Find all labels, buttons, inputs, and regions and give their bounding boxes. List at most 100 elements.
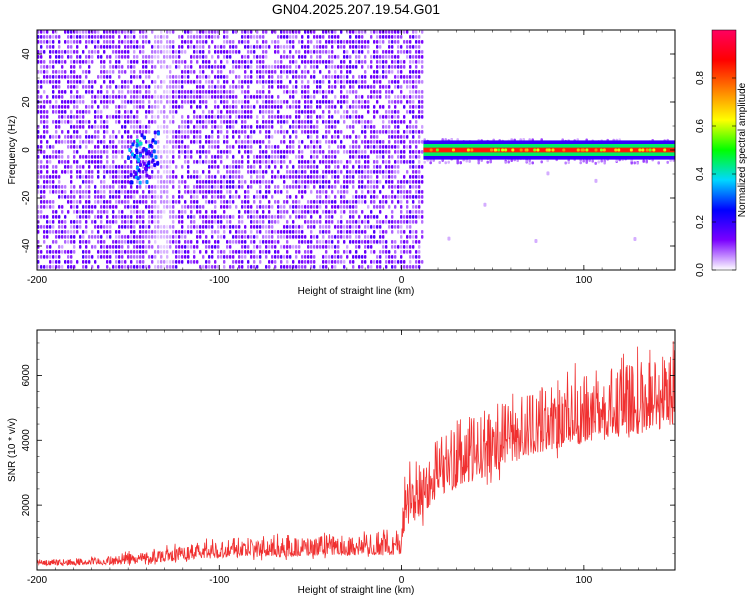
heatmap-cell bbox=[85, 155, 87, 159]
heatmap-cell bbox=[307, 145, 309, 149]
heatmap-cell bbox=[190, 230, 192, 234]
heatmap-cell bbox=[70, 110, 72, 114]
heatmap-cell bbox=[412, 70, 414, 74]
heatmap-cell bbox=[139, 260, 141, 264]
heatmap-cell bbox=[85, 190, 87, 194]
heatmap-cell bbox=[301, 125, 303, 129]
heatmap-cell bbox=[355, 105, 357, 109]
heatmap-cell bbox=[196, 95, 198, 99]
heatmap-cell bbox=[70, 260, 72, 264]
heatmap-cell bbox=[130, 190, 132, 194]
heatmap-cell bbox=[268, 85, 270, 89]
heatmap-cell bbox=[94, 200, 96, 204]
heatmap-cell bbox=[112, 30, 114, 34]
heatmap-cell bbox=[370, 95, 372, 99]
heatmap-cell bbox=[271, 255, 273, 259]
heatmap-cell bbox=[127, 80, 129, 84]
heatmap-cell bbox=[304, 260, 306, 264]
heatmap-cell bbox=[169, 225, 171, 229]
heatmap-cell bbox=[166, 150, 168, 154]
heatmap-cell bbox=[250, 65, 252, 69]
heatmap-cell bbox=[49, 200, 51, 204]
heatmap-cell bbox=[238, 110, 240, 114]
heatmap-cell bbox=[136, 240, 138, 244]
heatmap-cell bbox=[331, 200, 333, 204]
heatmap-cell bbox=[349, 80, 351, 84]
heatmap-cell bbox=[274, 60, 276, 64]
heatmap-cell bbox=[223, 195, 225, 199]
heatmap-cell bbox=[220, 205, 222, 209]
heatmap-cell bbox=[304, 125, 306, 129]
heatmap-cell bbox=[322, 135, 324, 139]
heatmap-cell bbox=[256, 55, 258, 59]
heatmap-cell bbox=[82, 265, 84, 269]
heatmap-cell bbox=[376, 110, 378, 114]
heatmap-cell bbox=[142, 265, 144, 269]
heatmap-cell bbox=[127, 195, 129, 199]
heatmap-cell bbox=[310, 250, 312, 254]
heatmap-cell bbox=[409, 125, 411, 129]
heatmap-cell bbox=[298, 265, 300, 269]
heatmap-cell bbox=[106, 200, 108, 204]
heatmap-cell bbox=[136, 55, 138, 59]
heatmap-cell bbox=[292, 245, 294, 249]
heatmap-cell bbox=[283, 265, 285, 269]
heatmap-cell bbox=[163, 230, 165, 234]
heatmap-cell bbox=[163, 65, 165, 69]
heatmap-cell bbox=[118, 190, 120, 194]
heatmap-cell bbox=[208, 90, 210, 94]
heatmap-cell bbox=[247, 160, 249, 164]
heatmap-cell bbox=[361, 175, 363, 179]
heatmap-cell bbox=[178, 85, 180, 89]
heatmap-cell bbox=[373, 190, 375, 194]
heatmap-cell bbox=[259, 165, 261, 169]
heatmap-cell bbox=[226, 100, 228, 104]
heatmap-cell bbox=[169, 65, 171, 69]
heatmap-cell bbox=[259, 220, 261, 224]
heatmap-cell bbox=[244, 120, 246, 124]
heatmap-cell bbox=[316, 245, 318, 249]
heatmap-cell bbox=[349, 125, 351, 129]
heatmap-cell bbox=[274, 260, 276, 264]
heatmap-cell bbox=[244, 110, 246, 114]
heatmap-cell bbox=[304, 185, 306, 189]
heatmap-cell bbox=[175, 95, 177, 99]
heatmap-cell bbox=[205, 250, 207, 254]
heatmap-cell bbox=[199, 225, 201, 229]
heatmap-cell bbox=[421, 175, 423, 179]
heatmap-cell bbox=[46, 170, 48, 174]
heatmap-cell bbox=[187, 190, 189, 194]
heatmap-cell bbox=[295, 175, 297, 179]
heatmap-cell bbox=[244, 150, 246, 154]
heatmap-cell bbox=[292, 260, 294, 264]
heatmap-cell bbox=[58, 250, 60, 254]
heatmap-cell bbox=[277, 205, 279, 209]
heatmap-cell bbox=[373, 170, 375, 174]
heatmap-cell bbox=[175, 240, 177, 244]
heatmap-cell bbox=[217, 130, 219, 134]
heatmap-cell bbox=[136, 95, 138, 99]
heatmap-cell bbox=[130, 160, 132, 164]
heatmap-cell bbox=[142, 225, 144, 229]
heatmap-cell bbox=[154, 175, 156, 179]
heatmap-cell bbox=[214, 260, 216, 264]
heatmap-cell bbox=[85, 140, 87, 144]
heatmap-cell bbox=[67, 260, 69, 264]
heatmap-cell bbox=[184, 240, 186, 244]
heatmap-cell bbox=[259, 70, 261, 74]
heatmap-cell bbox=[52, 225, 54, 229]
heatmap-cell bbox=[226, 60, 228, 64]
heatmap-cell bbox=[304, 240, 306, 244]
heatmap-cell bbox=[310, 260, 312, 264]
heatmap-cell bbox=[55, 105, 57, 109]
heatmap-cell bbox=[190, 155, 192, 159]
heatmap-cell bbox=[310, 95, 312, 99]
heatmap-cell bbox=[259, 105, 261, 109]
heatmap-cell bbox=[304, 55, 306, 59]
heatmap-cell bbox=[139, 50, 141, 54]
heatmap-cell bbox=[283, 35, 285, 39]
heatmap-cell bbox=[241, 155, 243, 159]
heatmap-cell bbox=[97, 105, 99, 109]
heatmap-cell bbox=[142, 260, 144, 264]
heatmap-cell bbox=[202, 75, 204, 79]
